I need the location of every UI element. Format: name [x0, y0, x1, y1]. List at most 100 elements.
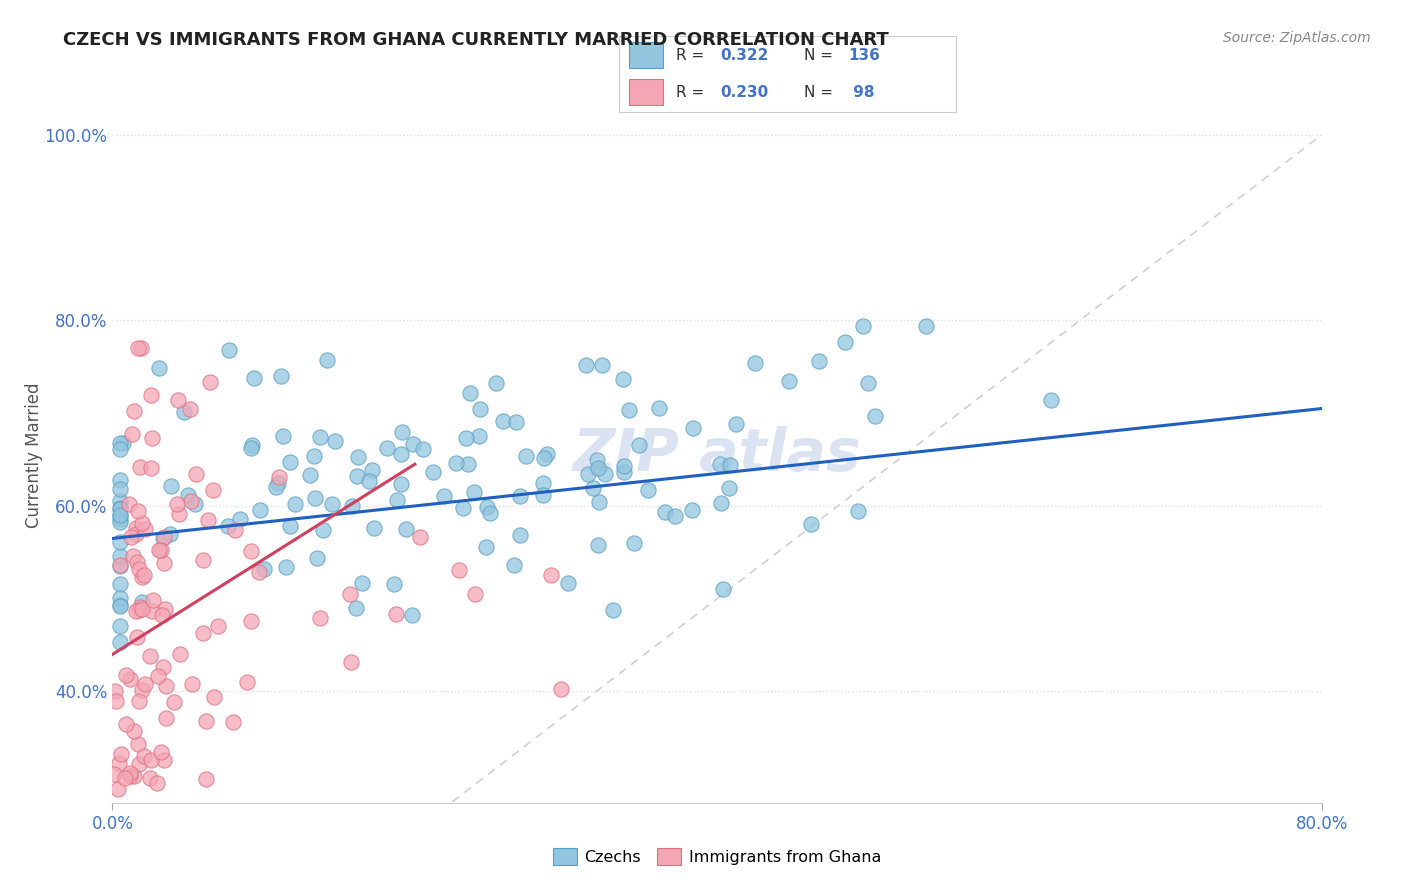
Point [347, 450, 370, 464]
Point [103, 767, 125, 781]
Point [709, 457, 731, 471]
Point [127, 504, 149, 518]
Legend: Czechs, Immigrants from Ghana: Czechs, Immigrants from Ghana [547, 842, 887, 871]
Point [128, 757, 150, 772]
Point [242, 371, 264, 385]
Point [302, 449, 325, 463]
Point [176, 488, 198, 502]
Point [623, 536, 645, 550]
Point [316, 352, 339, 367]
Point [139, 648, 162, 663]
Point [166, 498, 188, 512]
Point [588, 538, 610, 552]
Point [108, 549, 131, 563]
Point [108, 635, 131, 649]
Point [401, 608, 423, 623]
Point [110, 747, 132, 762]
Point [131, 569, 153, 583]
Point [834, 334, 856, 349]
Point [344, 601, 367, 615]
Point [304, 491, 326, 505]
Point [118, 769, 141, 783]
Point [778, 374, 800, 388]
Point [115, 717, 138, 731]
Point [492, 413, 515, 427]
Point [264, 480, 287, 494]
Point [323, 434, 346, 448]
Text: ZIP atlas: ZIP atlas [572, 426, 862, 483]
Point [270, 369, 292, 384]
Point [509, 489, 531, 503]
Point [132, 748, 155, 763]
Point [852, 318, 875, 333]
Point [191, 626, 214, 640]
Point [197, 513, 219, 527]
Point [710, 496, 733, 510]
Point [108, 483, 131, 497]
Point [122, 549, 145, 564]
Point [108, 436, 131, 450]
Point [131, 594, 153, 608]
Point [240, 543, 263, 558]
Point [129, 459, 152, 474]
Point [108, 508, 131, 523]
Point [228, 512, 250, 526]
Point [305, 550, 328, 565]
Point [122, 403, 145, 417]
Point [503, 558, 526, 572]
Point [284, 497, 307, 511]
Point [107, 782, 129, 797]
Point [627, 437, 650, 451]
Point [239, 441, 262, 455]
Point [115, 668, 138, 682]
Point [112, 436, 135, 450]
Point [240, 614, 263, 628]
Point [180, 677, 202, 691]
Point [346, 468, 368, 483]
Text: 136: 136 [848, 47, 880, 62]
Point [724, 417, 747, 432]
Point [475, 500, 498, 514]
Point [141, 431, 163, 445]
Point [585, 452, 607, 467]
Point [613, 465, 636, 479]
Point [108, 534, 131, 549]
Point [447, 563, 470, 577]
Point [202, 690, 225, 704]
Point [637, 483, 659, 497]
Point [247, 566, 270, 580]
Point [681, 502, 703, 516]
Point [914, 319, 936, 334]
Point [717, 481, 740, 495]
Point [183, 497, 205, 511]
Point [309, 610, 332, 624]
Point [118, 765, 141, 780]
Point [139, 753, 162, 767]
Point [308, 430, 330, 444]
Text: 0.230: 0.230 [720, 85, 768, 100]
Point [150, 543, 173, 558]
Point [153, 556, 176, 570]
Point [744, 356, 766, 370]
Point [104, 694, 127, 708]
Point [167, 392, 190, 407]
Point [108, 494, 131, 508]
Point [163, 695, 186, 709]
Point [444, 456, 467, 470]
Point [142, 592, 165, 607]
Point [312, 523, 335, 537]
Point [387, 492, 409, 507]
Point [169, 647, 191, 661]
Point [108, 502, 131, 516]
Point [582, 481, 605, 495]
Point [108, 501, 131, 516]
Point [711, 582, 734, 596]
Point [363, 521, 385, 535]
Point [167, 507, 190, 521]
Point [1039, 392, 1062, 407]
Point [150, 607, 173, 622]
Point [155, 711, 177, 725]
Point [540, 568, 562, 582]
Point [148, 543, 170, 558]
Point [108, 577, 131, 591]
